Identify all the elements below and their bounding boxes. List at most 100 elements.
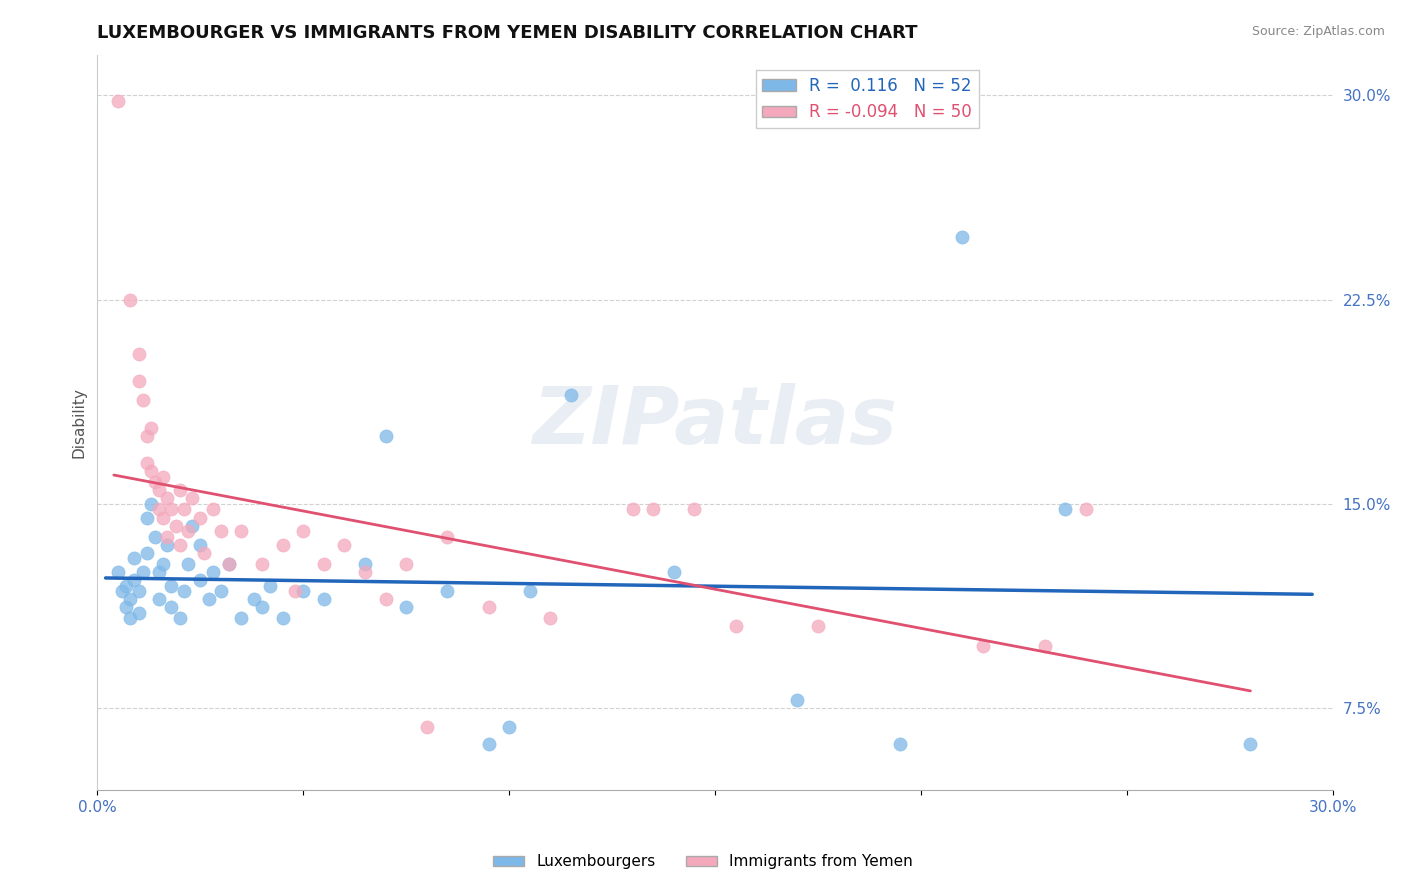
Point bbox=[160, 502, 183, 516]
Point bbox=[231, 524, 253, 538]
Point bbox=[120, 592, 142, 607]
Point bbox=[807, 619, 830, 633]
Point bbox=[120, 293, 142, 307]
Point bbox=[169, 611, 191, 625]
Point bbox=[148, 565, 170, 579]
Point bbox=[209, 524, 232, 538]
Point bbox=[477, 600, 499, 615]
Point bbox=[160, 600, 183, 615]
Point bbox=[662, 565, 685, 579]
Point bbox=[181, 491, 204, 506]
Point bbox=[188, 538, 211, 552]
Point bbox=[374, 592, 396, 607]
Point bbox=[139, 464, 162, 478]
Point bbox=[135, 546, 157, 560]
Point bbox=[271, 538, 294, 552]
Point bbox=[271, 611, 294, 625]
Point bbox=[124, 573, 146, 587]
Text: LUXEMBOURGER VS IMMIGRANTS FROM YEMEN DISABILITY CORRELATION CHART: LUXEMBOURGER VS IMMIGRANTS FROM YEMEN DI… bbox=[97, 24, 918, 42]
Point bbox=[139, 497, 162, 511]
Point bbox=[169, 538, 191, 552]
Point bbox=[621, 502, 644, 516]
Point bbox=[139, 420, 162, 434]
Point bbox=[292, 524, 315, 538]
Point bbox=[243, 592, 266, 607]
Point bbox=[250, 557, 273, 571]
Point bbox=[135, 429, 157, 443]
Point bbox=[128, 584, 150, 599]
Point bbox=[148, 483, 170, 498]
Point bbox=[395, 557, 418, 571]
Point bbox=[218, 557, 240, 571]
Point bbox=[156, 491, 179, 506]
Point bbox=[128, 375, 150, 389]
Point bbox=[1033, 639, 1056, 653]
Point bbox=[152, 510, 174, 524]
Point bbox=[173, 502, 195, 516]
Point bbox=[250, 600, 273, 615]
Point bbox=[889, 737, 911, 751]
Point bbox=[177, 557, 200, 571]
Point bbox=[120, 611, 142, 625]
Text: Source: ZipAtlas.com: Source: ZipAtlas.com bbox=[1251, 25, 1385, 38]
Point bbox=[1054, 502, 1077, 516]
Point bbox=[416, 720, 439, 734]
Point bbox=[115, 579, 138, 593]
Point bbox=[201, 565, 224, 579]
Point bbox=[354, 565, 377, 579]
Point bbox=[354, 557, 377, 571]
Point bbox=[218, 557, 240, 571]
Point bbox=[436, 584, 458, 599]
Point bbox=[160, 579, 183, 593]
Point bbox=[193, 546, 215, 560]
Point bbox=[333, 538, 356, 552]
Point bbox=[152, 557, 174, 571]
Point bbox=[477, 737, 499, 751]
Point bbox=[284, 584, 307, 599]
Point bbox=[643, 502, 665, 516]
Point bbox=[135, 510, 157, 524]
Point bbox=[188, 510, 211, 524]
Point bbox=[209, 584, 232, 599]
Point bbox=[374, 429, 396, 443]
Point bbox=[152, 469, 174, 483]
Legend: Luxembourgers, Immigrants from Yemen: Luxembourgers, Immigrants from Yemen bbox=[488, 848, 918, 875]
Point bbox=[177, 524, 200, 538]
Point bbox=[538, 611, 561, 625]
Point bbox=[148, 592, 170, 607]
Point bbox=[560, 388, 582, 402]
Point bbox=[131, 393, 153, 408]
Point bbox=[498, 720, 520, 734]
Point bbox=[201, 502, 224, 516]
Point bbox=[107, 94, 129, 108]
Point bbox=[683, 502, 706, 516]
Point bbox=[156, 530, 179, 544]
Point bbox=[128, 606, 150, 620]
Point bbox=[724, 619, 747, 633]
Point bbox=[115, 600, 138, 615]
Point bbox=[143, 530, 166, 544]
Point bbox=[181, 518, 204, 533]
Point bbox=[231, 611, 253, 625]
Y-axis label: Disability: Disability bbox=[72, 387, 86, 458]
Point bbox=[786, 693, 808, 707]
Point bbox=[169, 483, 191, 498]
Point bbox=[1074, 502, 1097, 516]
Point bbox=[312, 592, 335, 607]
Point bbox=[197, 592, 219, 607]
Point bbox=[143, 475, 166, 489]
Point bbox=[165, 518, 187, 533]
Point bbox=[173, 584, 195, 599]
Point bbox=[395, 600, 418, 615]
Legend: R =  0.116   N = 52, R = -0.094   N = 50: R = 0.116 N = 52, R = -0.094 N = 50 bbox=[756, 70, 979, 128]
Point bbox=[1239, 737, 1261, 751]
Point bbox=[188, 573, 211, 587]
Point bbox=[111, 584, 134, 599]
Point bbox=[135, 456, 157, 470]
Point bbox=[312, 557, 335, 571]
Point bbox=[950, 230, 973, 244]
Point bbox=[259, 579, 281, 593]
Text: ZIPatlas: ZIPatlas bbox=[533, 384, 897, 461]
Point bbox=[972, 639, 994, 653]
Point bbox=[128, 347, 150, 361]
